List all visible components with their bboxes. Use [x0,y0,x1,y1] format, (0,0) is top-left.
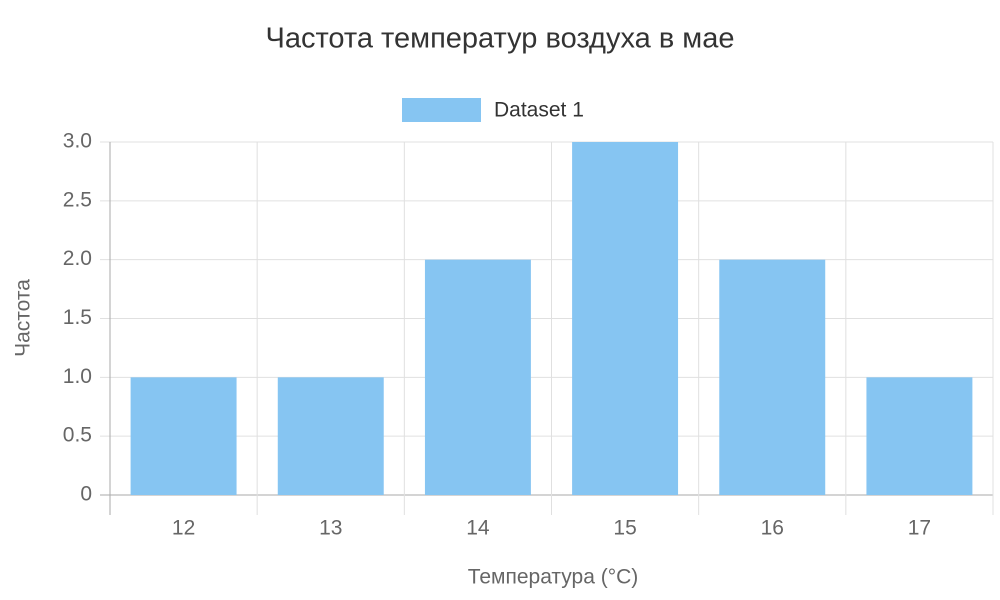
y-tick-label: 0 [80,483,92,506]
bar [866,377,973,495]
y-tick-label: 0.5 [63,424,92,447]
x-axis-title: Температура (°C) [468,566,639,589]
x-tick-label: 12 [172,517,195,540]
bar [572,142,679,495]
legend-swatch [402,98,481,122]
y-tick-label: 1.5 [63,306,92,329]
x-tick-label: 17 [908,517,931,540]
bar [424,259,531,495]
x-tick-label: 13 [319,517,342,540]
x-tick-label: 16 [761,517,784,540]
legend-label: Dataset 1 [494,99,584,122]
bar [277,377,384,495]
bar [130,377,237,495]
y-tick-label: 2.5 [63,188,92,211]
y-axis-title: Частота [12,279,35,357]
y-tick-label: 3.0 [63,130,92,153]
x-tick-label: 15 [613,517,636,540]
x-tick-label: 14 [466,517,490,540]
y-tick-label: 1.0 [63,365,92,388]
y-tick-label: 2.0 [63,247,92,270]
chart-title: Частота температур воздуха в мае [266,23,735,55]
bar [719,259,826,495]
